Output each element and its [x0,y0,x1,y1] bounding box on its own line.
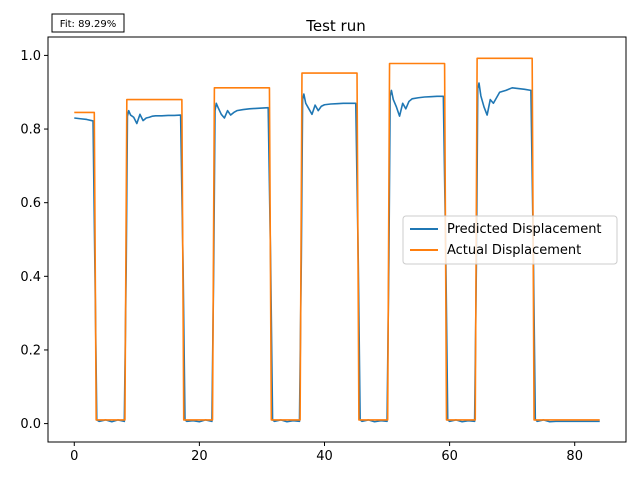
y-axis-ticks: 0.0 0.2 0.4 0.6 0.8 1.0 [20,49,48,432]
axes-border [47,36,627,443]
legend-label-predicted: Predicted Displacement [447,222,602,237]
legend: Predicted Displacement Actual Displaceme… [402,215,618,265]
y-tick-label: 0.4 [20,270,41,285]
y-tick-label: 0.2 [20,343,41,358]
y-tick-label: 0.0 [20,417,41,432]
y-tick-label: 1.0 [20,49,41,64]
x-tick-label: 0 [70,449,78,464]
x-tick-label: 60 [441,449,458,464]
y-tick-label: 0.8 [20,123,41,138]
legend-label-actual: Actual Displacement [447,243,581,258]
legend-box [402,215,618,265]
x-axis-ticks: 0 20 40 60 80 [70,442,583,464]
x-tick-label: 20 [191,449,208,464]
y-tick-label: 0.6 [20,196,41,211]
fit-annotation: Fit: 89.29% [51,13,125,33]
fit-annotation-box [51,13,125,33]
chart-title: Test run [305,17,366,35]
x-tick-label: 80 [566,449,583,464]
axes-frame [47,36,627,443]
series-layer [74,57,600,423]
series-line-actual [74,57,600,421]
x-tick-label: 40 [316,449,333,464]
fit-annotation-text: Fit: 89.29% [60,19,116,30]
